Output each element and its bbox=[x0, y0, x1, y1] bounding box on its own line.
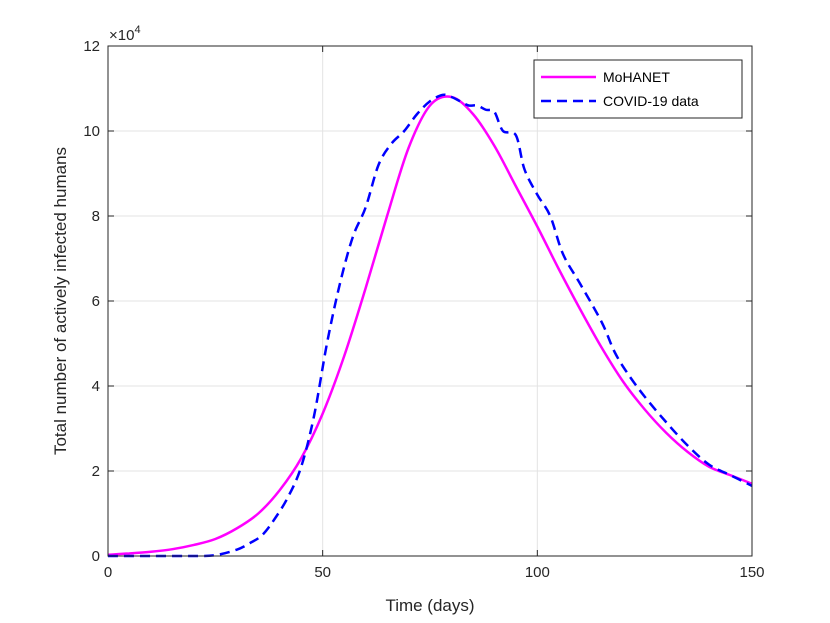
x-axis-label: Time (days) bbox=[385, 596, 474, 615]
y-multiplier: ×104 bbox=[109, 24, 141, 44]
legend-box bbox=[533, 59, 743, 119]
y-axis-label: Total number of actively infected humans bbox=[51, 147, 70, 455]
series-line-covid bbox=[108, 93, 753, 558]
y-tick-label: 0 bbox=[92, 548, 100, 565]
ticks: 0 50 100 150 0 2 4 6 8 10 12 bbox=[83, 38, 764, 581]
x-tick-label: 50 bbox=[314, 564, 331, 581]
y-multiplier-base: ×10 bbox=[109, 27, 134, 44]
y-tick-label: 12 bbox=[83, 38, 100, 55]
y-tick-label: 2 bbox=[92, 463, 100, 480]
x-tick-label: 0 bbox=[104, 564, 112, 581]
legend-label-covid: COVID-19 data bbox=[603, 93, 699, 109]
series-layer bbox=[107, 93, 753, 558]
y-tick-label: 6 bbox=[92, 293, 100, 310]
x-tick-label: 100 bbox=[525, 564, 550, 581]
y-tick-label: 10 bbox=[83, 123, 100, 140]
x-tick-label: 150 bbox=[739, 564, 764, 581]
legend: MoHANET COVID-19 data bbox=[533, 59, 743, 119]
y-tick-label: 8 bbox=[92, 208, 100, 225]
y-tick-label: 4 bbox=[92, 378, 100, 395]
series-line-mohanet bbox=[107, 95, 753, 556]
legend-label-mohanet: MoHANET bbox=[603, 69, 670, 85]
y-multiplier-exponent: 4 bbox=[134, 24, 140, 36]
